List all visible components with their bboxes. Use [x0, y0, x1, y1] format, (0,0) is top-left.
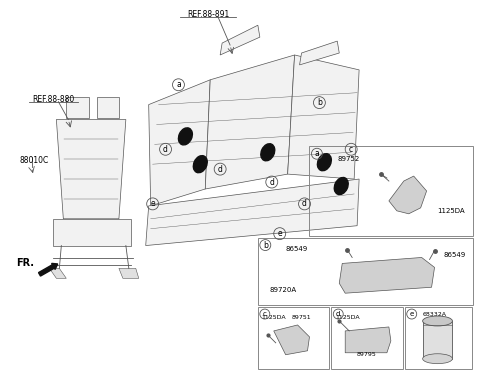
Bar	[258, 307, 329, 369]
Polygon shape	[66, 96, 89, 117]
Text: a: a	[176, 80, 181, 89]
Polygon shape	[119, 269, 139, 278]
Text: 1125DA: 1125DA	[438, 208, 465, 214]
Ellipse shape	[422, 316, 453, 326]
Ellipse shape	[334, 178, 348, 194]
Ellipse shape	[422, 354, 453, 364]
Polygon shape	[205, 55, 295, 189]
Bar	[331, 307, 403, 369]
Polygon shape	[345, 327, 391, 353]
Text: REF.88-891: REF.88-891	[187, 10, 229, 19]
Text: d: d	[218, 165, 223, 174]
Text: e: e	[150, 199, 155, 208]
Polygon shape	[339, 257, 434, 293]
FancyArrow shape	[38, 263, 58, 276]
Polygon shape	[56, 120, 126, 219]
Text: c: c	[349, 145, 353, 154]
Polygon shape	[49, 269, 66, 278]
Text: 89751: 89751	[292, 315, 311, 320]
Text: d: d	[302, 199, 307, 208]
Ellipse shape	[193, 156, 207, 173]
Polygon shape	[97, 96, 119, 117]
Text: 1125DA: 1125DA	[262, 315, 287, 320]
Polygon shape	[146, 179, 359, 246]
Text: d: d	[269, 178, 274, 187]
Text: c: c	[263, 311, 267, 317]
Text: d: d	[163, 145, 168, 154]
Polygon shape	[274, 325, 310, 355]
Text: FR.: FR.	[16, 258, 34, 269]
Text: 86549: 86549	[286, 246, 308, 252]
Text: 89720A: 89720A	[270, 287, 297, 293]
Text: REF.88-880: REF.88-880	[32, 95, 74, 104]
Text: b: b	[263, 240, 268, 249]
Bar	[422, 321, 453, 359]
Bar	[258, 237, 473, 305]
Text: d: d	[336, 311, 340, 317]
Text: b: b	[317, 98, 322, 107]
Bar	[405, 307, 472, 369]
Text: 68332A: 68332A	[422, 312, 446, 317]
Text: 86549: 86549	[443, 252, 465, 258]
Ellipse shape	[261, 144, 275, 161]
Text: 89795: 89795	[357, 352, 377, 357]
Text: a: a	[314, 149, 319, 158]
Ellipse shape	[317, 154, 331, 171]
Bar	[310, 146, 473, 236]
Polygon shape	[149, 80, 210, 206]
Text: 1125DA: 1125DA	[336, 315, 360, 320]
Text: e: e	[277, 229, 282, 238]
Polygon shape	[220, 25, 260, 55]
Polygon shape	[389, 176, 427, 214]
Polygon shape	[300, 41, 339, 65]
Text: e: e	[409, 311, 414, 317]
Text: 88010C: 88010C	[20, 156, 49, 165]
Polygon shape	[288, 55, 359, 179]
Ellipse shape	[179, 128, 192, 145]
Text: 89752: 89752	[337, 156, 360, 162]
Polygon shape	[53, 219, 131, 246]
